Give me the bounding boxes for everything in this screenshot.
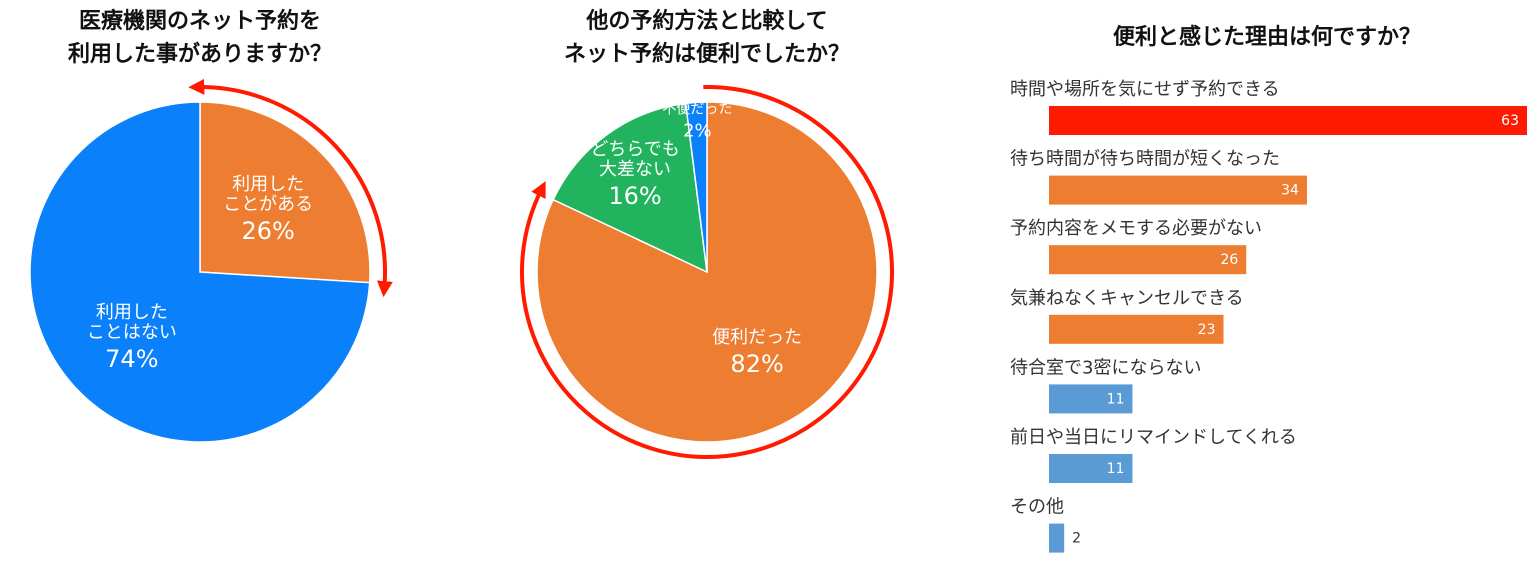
pie-slice xyxy=(684,101,708,273)
bar-category: 予約内容をメモする必要がない xyxy=(1010,218,1262,239)
slice-label: どちらでも xyxy=(590,139,679,160)
slice-label: 便利だった xyxy=(712,327,802,348)
chart-title: 便利と感じた理由は何ですか？ xyxy=(1113,24,1421,50)
slice-value: 26% xyxy=(241,217,294,245)
bar-category: 時間や場所を気にせず予約できる xyxy=(1010,79,1280,100)
slice-label: 不便だった xyxy=(662,101,732,117)
slice-label: 大差ない xyxy=(599,159,671,180)
slice-label: ことはない xyxy=(87,322,177,343)
bar xyxy=(1049,523,1065,553)
slice-value: 16% xyxy=(608,182,661,210)
bar-value: 23 xyxy=(1198,322,1216,338)
bar-category: 前日や当日にリマインドしてくれる xyxy=(1010,427,1297,448)
slice-value: 2% xyxy=(683,120,712,141)
slice-value: 74% xyxy=(105,345,158,373)
slice-label: 利用した xyxy=(96,302,168,323)
bar xyxy=(1049,314,1224,344)
bar-category: 待合室で3密にならない xyxy=(1010,357,1201,378)
slice-label: ことがある xyxy=(223,194,313,215)
slice-value: 82% xyxy=(730,350,783,378)
bar xyxy=(1049,454,1133,483)
bar xyxy=(1049,384,1133,414)
pie-slice xyxy=(552,102,708,274)
bar-category: 気兼ねなくキャンセルできる xyxy=(1010,288,1244,309)
slice-label: 利用した xyxy=(232,174,304,195)
chart-title: 利用した事がありますか？ xyxy=(68,41,332,67)
chart-title: 他の予約方法と比較して xyxy=(585,8,827,34)
bar-category: その他 xyxy=(1010,497,1064,518)
pie-slice xyxy=(536,101,878,443)
arrow xyxy=(520,85,894,459)
bar xyxy=(1049,106,1527,135)
bar-value: 34 xyxy=(1281,183,1299,199)
bar-value: 2 xyxy=(1072,531,1081,547)
arrow xyxy=(188,78,393,298)
bar-category: 待ち時間が待ち時間が短くなった xyxy=(1010,149,1280,170)
pie-slice xyxy=(29,101,371,443)
chart-title: 医療機関のネット予約を xyxy=(79,8,321,34)
chart-title: ネット予約は便利でしたか？ xyxy=(564,41,850,67)
bar xyxy=(1049,245,1247,275)
bar-value: 11 xyxy=(1107,461,1125,477)
bar xyxy=(1049,175,1307,205)
bar-value: 63 xyxy=(1501,113,1519,129)
bar-value: 11 xyxy=(1107,391,1125,407)
bar-value: 26 xyxy=(1220,252,1238,268)
